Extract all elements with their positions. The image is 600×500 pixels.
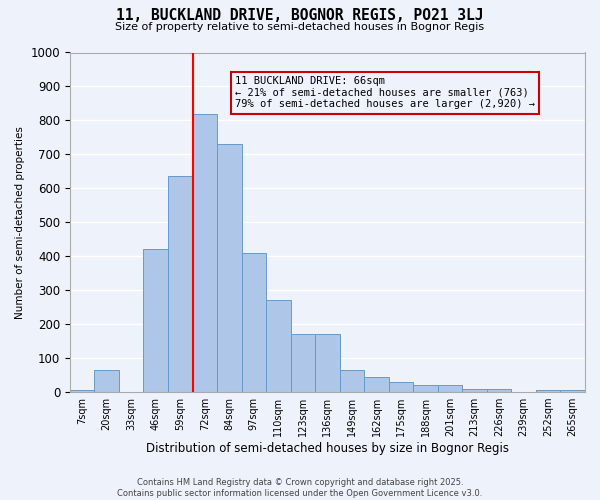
Text: 11, BUCKLAND DRIVE, BOGNOR REGIS, PO21 3LJ: 11, BUCKLAND DRIVE, BOGNOR REGIS, PO21 3…	[116, 8, 484, 22]
Bar	[290, 334, 315, 392]
Bar	[70, 390, 94, 392]
Bar	[193, 114, 217, 392]
Bar	[487, 388, 511, 392]
Bar	[94, 370, 119, 392]
Bar	[266, 300, 290, 392]
Text: Size of property relative to semi-detached houses in Bognor Regis: Size of property relative to semi-detach…	[115, 22, 485, 32]
Bar	[315, 334, 340, 392]
Bar	[364, 377, 389, 392]
Bar	[413, 386, 438, 392]
Y-axis label: Number of semi-detached properties: Number of semi-detached properties	[15, 126, 25, 318]
Bar	[168, 176, 193, 392]
Bar	[560, 390, 585, 392]
Text: Contains HM Land Registry data © Crown copyright and database right 2025.
Contai: Contains HM Land Registry data © Crown c…	[118, 478, 482, 498]
Bar	[340, 370, 364, 392]
Bar	[463, 388, 487, 392]
Bar	[217, 144, 242, 392]
Bar	[143, 250, 168, 392]
Bar	[536, 390, 560, 392]
Bar	[438, 386, 463, 392]
Bar	[389, 382, 413, 392]
Bar	[242, 253, 266, 392]
X-axis label: Distribution of semi-detached houses by size in Bognor Regis: Distribution of semi-detached houses by …	[146, 442, 509, 455]
Text: 11 BUCKLAND DRIVE: 66sqm
← 21% of semi-detached houses are smaller (763)
79% of : 11 BUCKLAND DRIVE: 66sqm ← 21% of semi-d…	[235, 76, 535, 110]
